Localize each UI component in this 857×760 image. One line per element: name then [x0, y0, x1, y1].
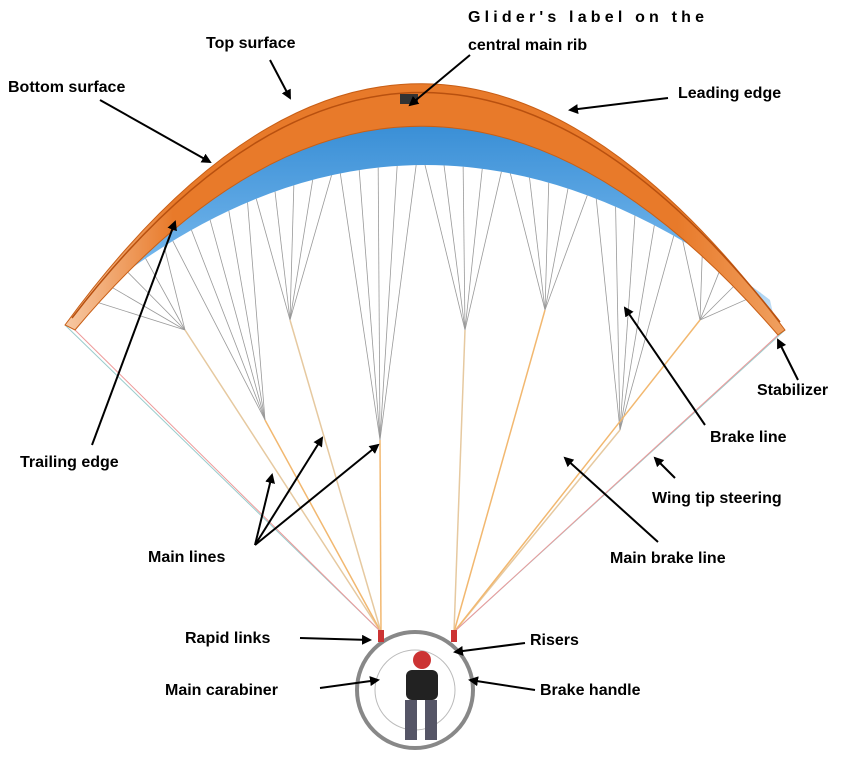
suspension-line [545, 183, 549, 310]
pointer-arrow [255, 445, 378, 545]
label-text: Bottom surface [8, 79, 125, 96]
suspension-line [465, 169, 482, 330]
pointer-arrow [270, 60, 290, 98]
diagram: Top surface Glider's label on the central … [0, 0, 857, 760]
label-text: Brake handle [540, 682, 641, 699]
suspension-line [454, 320, 700, 632]
suspension-line [173, 241, 265, 420]
pilot-leg [405, 700, 417, 740]
pointer-arrow [565, 458, 658, 542]
suspension-line [454, 330, 465, 632]
suspension-line [700, 253, 702, 320]
suspension-line [545, 195, 587, 310]
pointer-arrow [455, 643, 525, 652]
pointer-arrow [300, 638, 370, 640]
label-text: Glider's label on the [468, 9, 704, 26]
suspension-line [108, 285, 185, 330]
page: Paraglider parts diagram html, body { ma… [0, 0, 857, 760]
suspension-line [454, 430, 620, 632]
pointer-arrow [570, 98, 668, 110]
suspension-line [185, 330, 381, 632]
suspension-line [463, 167, 465, 330]
suspension-line [545, 189, 568, 310]
label-text: Main brake line [610, 550, 726, 567]
pilot-body [406, 670, 438, 700]
suspension-line [530, 178, 545, 310]
label-text: Stabilizer [757, 382, 828, 399]
suspension-line [380, 440, 381, 632]
suspension-line [444, 165, 465, 330]
label-text: central main rib [468, 37, 587, 54]
suspension-line [620, 236, 674, 430]
suspension-line [620, 216, 635, 430]
pointer-arrow [320, 680, 378, 688]
suspension-line [290, 175, 332, 320]
glider-label [400, 94, 418, 104]
label-text: Brake line [710, 429, 787, 446]
suspension-line [378, 168, 380, 440]
label-text: Trailing edge [20, 454, 119, 471]
suspension-line [275, 192, 290, 320]
label-text: Top surface [206, 35, 296, 52]
suspension-line [380, 166, 397, 440]
suspension-line [425, 165, 465, 330]
suspension-line [191, 230, 265, 420]
suspension-line [265, 420, 381, 632]
label-text: Wing tip steering [652, 490, 782, 507]
pointer-arrow [100, 100, 210, 162]
brake-line [454, 335, 778, 632]
helmet [413, 651, 431, 669]
label-text: Risers [530, 632, 579, 649]
suspension-line [256, 199, 290, 320]
label-text: Leading edge [678, 85, 781, 102]
rapid-link [451, 630, 457, 642]
pointer-arrow [625, 308, 705, 425]
suspension-line [229, 211, 265, 420]
body: {"labels": [ {"text": "Top surface"}, {"… [0, 0, 857, 760]
suspension-line [510, 173, 545, 310]
rapid-link [378, 630, 384, 642]
wing-tip-steering-line [65, 325, 381, 632]
suspension-line [380, 165, 416, 440]
label-text: Main carabiner [165, 682, 278, 699]
suspension-line [359, 170, 380, 440]
suspension-line [454, 310, 545, 632]
suspension-line [340, 173, 380, 440]
label-text: Rapid links [185, 630, 270, 647]
pilot-leg [425, 700, 437, 740]
pilot [357, 630, 473, 748]
pointer-arrow [470, 680, 535, 690]
pointer-arrow [655, 458, 675, 478]
pointer-arrow [778, 340, 798, 380]
suspension-line [465, 172, 501, 330]
suspension-line [290, 320, 381, 632]
label-text: Main lines [148, 549, 225, 566]
suspension-line [683, 241, 700, 320]
